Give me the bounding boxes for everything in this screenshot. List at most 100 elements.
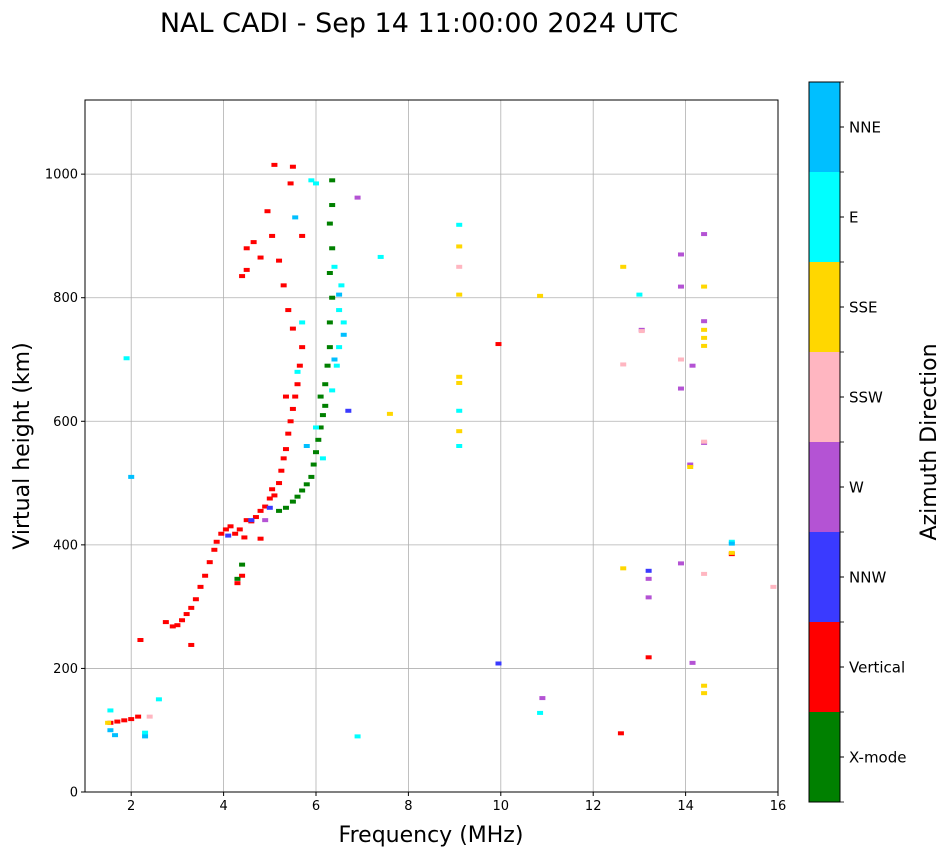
x-axis-ticks: 2 4 6 8 10 12 14 16 — [127, 792, 786, 814]
data-point — [276, 508, 283, 513]
data-point — [234, 576, 241, 581]
data-point — [687, 465, 694, 470]
colorbar-frame — [808, 81, 841, 803]
data-point — [701, 327, 708, 332]
data-point — [677, 561, 684, 566]
data-point — [539, 696, 546, 701]
data-point — [264, 209, 271, 214]
colorbar-segment — [809, 82, 840, 172]
data-point — [211, 547, 218, 552]
data-point — [169, 624, 176, 629]
data-point — [276, 481, 283, 486]
data-point — [155, 697, 162, 702]
data-point — [289, 406, 296, 411]
data-point — [174, 623, 181, 628]
series-x-mode — [234, 178, 336, 581]
data-point — [243, 267, 250, 272]
data-point — [701, 439, 708, 444]
data-point — [377, 254, 384, 259]
data-point — [386, 411, 393, 416]
series-nne — [107, 215, 735, 739]
data-point — [299, 233, 306, 238]
data-point — [285, 431, 292, 436]
data-point — [243, 246, 250, 251]
data-point — [336, 292, 343, 297]
data-point — [687, 462, 694, 467]
plot-frame — [84, 99, 779, 793]
colorbar-tick-label: X-mode — [849, 749, 906, 767]
data-point — [495, 661, 502, 666]
colorbar-segment — [809, 532, 840, 622]
y-axis-label: Virtual height (km) — [10, 342, 35, 549]
data-point — [728, 550, 735, 555]
data-point — [105, 720, 112, 725]
data-point — [456, 374, 463, 379]
x-tick-label: 10 — [493, 799, 510, 814]
data-point — [336, 308, 343, 313]
data-point — [329, 246, 336, 251]
data-point — [269, 487, 276, 492]
data-point — [294, 494, 301, 499]
data-point — [636, 292, 643, 297]
data-point — [617, 731, 624, 736]
data-point — [329, 178, 336, 183]
x-tick-label: 12 — [585, 799, 602, 814]
data-point — [308, 178, 315, 183]
data-point — [188, 642, 195, 647]
data-point — [123, 356, 130, 361]
data-point — [495, 342, 502, 347]
data-point — [188, 605, 195, 610]
y-tick-label: 200 — [53, 662, 78, 677]
data-point — [262, 504, 269, 509]
data-point — [456, 380, 463, 385]
colorbar-segment — [809, 712, 840, 802]
data-point — [303, 444, 310, 448]
data-point — [114, 719, 121, 724]
data-point — [243, 518, 250, 523]
data-point — [276, 258, 283, 263]
data-point — [296, 363, 303, 368]
colorbar-segment — [809, 442, 840, 532]
data-points — [105, 162, 777, 739]
x-tick-label: 8 — [404, 799, 412, 814]
data-point — [317, 425, 324, 430]
data-point — [326, 271, 333, 275]
data-point — [179, 618, 186, 623]
data-point — [146, 714, 153, 719]
data-point — [294, 382, 301, 387]
data-point — [206, 560, 213, 565]
colorbar-tick-label: NNE — [849, 119, 881, 137]
data-point — [331, 357, 338, 362]
colorbar-segment — [809, 352, 840, 442]
series-sse — [105, 244, 735, 725]
data-point — [239, 573, 246, 578]
data-point — [338, 283, 345, 288]
grid-lines — [85, 100, 779, 793]
colorbar-tick-label: SSE — [849, 299, 878, 317]
data-point — [135, 714, 142, 719]
colorbar-tick-label: NNW — [849, 569, 886, 587]
data-point — [620, 362, 627, 367]
y-tick-label: 400 — [53, 538, 78, 553]
data-point — [257, 255, 264, 260]
data-point — [252, 515, 259, 520]
data-point — [537, 293, 544, 298]
x-tick-label: 4 — [219, 799, 227, 814]
data-point — [701, 319, 708, 324]
x-tick-label: 2 — [127, 799, 135, 814]
data-point — [107, 708, 114, 713]
data-point — [340, 332, 347, 337]
data-point — [677, 357, 684, 362]
data-point — [677, 252, 684, 257]
data-point — [257, 508, 264, 513]
data-point — [266, 496, 273, 501]
data-point — [299, 320, 306, 325]
data-point — [280, 456, 287, 461]
data-point — [299, 488, 306, 493]
data-point — [234, 581, 241, 586]
data-point — [183, 612, 190, 617]
y-tick-label: 600 — [53, 415, 78, 430]
data-point — [689, 363, 696, 368]
data-point — [282, 447, 289, 452]
data-point — [324, 363, 331, 368]
